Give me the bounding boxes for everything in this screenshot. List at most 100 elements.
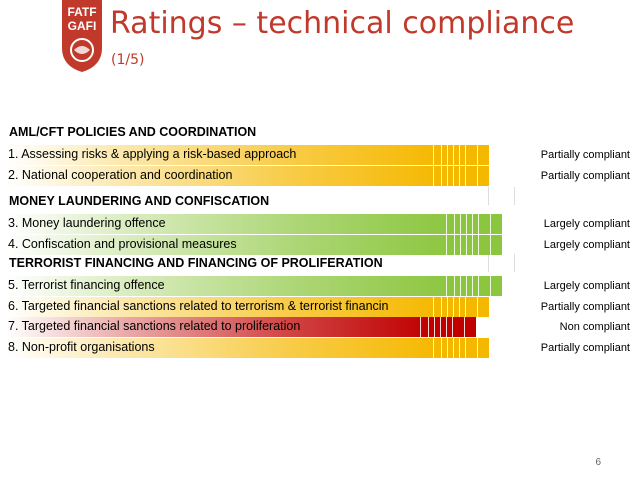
bar-segment-divider (465, 145, 466, 165)
bar-segment-divider (453, 145, 454, 165)
rating-text: Partially compliant (540, 342, 630, 354)
rating-bar (6, 338, 489, 358)
rating-bar (6, 145, 489, 165)
bar-segment-divider (433, 166, 434, 186)
row-label: 7. Targeted financial sanctions related … (8, 319, 301, 333)
rating-row-5: 5. Terrorist financing offence Largely c… (0, 276, 638, 296)
bar-segment-divider (472, 214, 473, 234)
rating-bar (6, 276, 502, 296)
bar-segment-divider (477, 145, 478, 165)
rating-text: Partially compliant (540, 301, 630, 313)
section-header-terrorist-financing: TERRORIST FINANCING AND FINANCING OF PRO… (9, 256, 383, 270)
section-header-policies: AML/CFT POLICIES AND COORDINATION (9, 125, 257, 139)
bar-segment-divider (446, 214, 447, 234)
bar-segment-divider (433, 338, 434, 358)
bar-segment-divider (490, 235, 491, 255)
divider-tick (514, 187, 515, 205)
bar-segment-divider (477, 297, 478, 317)
page-subtitle: (1/5) (111, 52, 145, 68)
bar-segment-divider (466, 214, 467, 234)
rating-text: Non compliant (559, 321, 630, 333)
bar-segment-divider (460, 214, 461, 234)
rating-text: Partially compliant (540, 149, 630, 161)
row-label: 8. Non-profit organisations (8, 340, 155, 354)
bar-segment-divider (446, 317, 447, 337)
rating-text: Largely compliant (543, 218, 630, 230)
rating-row-6: 6. Targeted financial sanctions related … (0, 297, 638, 317)
bar-segment-divider (472, 235, 473, 255)
bar-segment-divider (454, 235, 455, 255)
bar-segment-divider (465, 166, 466, 186)
divider-tick (488, 187, 489, 205)
bar-segment-divider (441, 145, 442, 165)
bar-segment-divider (477, 338, 478, 358)
bar-segment-divider (459, 166, 460, 186)
bar-segment-divider (433, 297, 434, 317)
bar-segment-divider (453, 166, 454, 186)
bar-segment-divider (420, 317, 421, 337)
bar-segment-divider (466, 235, 467, 255)
row-label: 5. Terrorist financing offence (8, 278, 165, 292)
svg-text:GAFI: GAFI (68, 19, 97, 33)
divider-tick (488, 254, 489, 272)
bar-segment-divider (472, 276, 473, 296)
bar-segment-divider (447, 166, 448, 186)
bar-segment-divider (453, 338, 454, 358)
rating-bar (6, 214, 502, 234)
page-title: Ratings – technical compliance (110, 6, 575, 41)
bar-segment-divider (465, 338, 466, 358)
rating-row-1: 1. Assessing risks & applying a risk-bas… (0, 145, 638, 165)
bar-segment-divider (490, 214, 491, 234)
bar-segment-divider (441, 338, 442, 358)
bar-segment-divider (447, 297, 448, 317)
bar-segment-divider (477, 166, 478, 186)
bar-segment-divider (446, 235, 447, 255)
bar-segment-divider (460, 235, 461, 255)
section-header-money-laundering: MONEY LAUNDERING AND CONFISCATION (9, 194, 270, 208)
bar-segment-divider (466, 276, 467, 296)
bar-segment-divider (441, 297, 442, 317)
row-label: 6. Targeted financial sanctions related … (8, 299, 389, 313)
row-label: 1. Assessing risks & applying a risk-bas… (8, 147, 297, 161)
bar-segment-divider (465, 297, 466, 317)
divider-tick (514, 254, 515, 272)
bar-segment-divider (441, 166, 442, 186)
rating-bar (6, 317, 476, 337)
rating-bar (6, 166, 489, 186)
svg-text:FATF: FATF (67, 5, 96, 19)
rating-row-2: 2. National cooperation and coordination… (0, 166, 638, 186)
rating-row-3: 3. Money laundering offence Largely comp… (0, 214, 638, 234)
bar-segment-divider (447, 338, 448, 358)
rating-row-8: 8. Non-profit organisations Partially co… (0, 338, 638, 358)
row-label: 3. Money laundering offence (8, 216, 166, 230)
bar-segment-divider (434, 317, 435, 337)
bar-segment-divider (446, 276, 447, 296)
rating-text: Largely compliant (543, 239, 630, 251)
rating-row-4: 4. Confiscation and provisional measures… (0, 235, 638, 255)
bar-segment-divider (478, 235, 479, 255)
bar-segment-divider (464, 317, 465, 337)
bar-segment-divider (428, 317, 429, 337)
bar-segment-divider (454, 214, 455, 234)
page-number: 6 (595, 457, 601, 468)
bar-segment-divider (478, 276, 479, 296)
rating-bar (6, 297, 489, 317)
bar-segment-divider (478, 214, 479, 234)
rating-row-7: 7. Targeted financial sanctions related … (0, 317, 638, 337)
rating-text: Partially compliant (540, 170, 630, 182)
row-label: 4. Confiscation and provisional measures (8, 237, 237, 251)
rating-bar (6, 235, 502, 255)
bar-segment-divider (453, 297, 454, 317)
bar-segment-divider (447, 145, 448, 165)
bar-segment-divider (459, 338, 460, 358)
rating-text: Largely compliant (543, 280, 630, 292)
bar-segment-divider (452, 317, 453, 337)
fatf-logo: FATF GAFI (62, 0, 102, 72)
bar-segment-divider (490, 276, 491, 296)
bar-segment-divider (433, 145, 434, 165)
bar-segment-divider (459, 145, 460, 165)
bar-segment-divider (440, 317, 441, 337)
bar-segment-divider (454, 276, 455, 296)
row-label: 2. National cooperation and coordination (8, 168, 233, 182)
bar-segment-divider (459, 297, 460, 317)
